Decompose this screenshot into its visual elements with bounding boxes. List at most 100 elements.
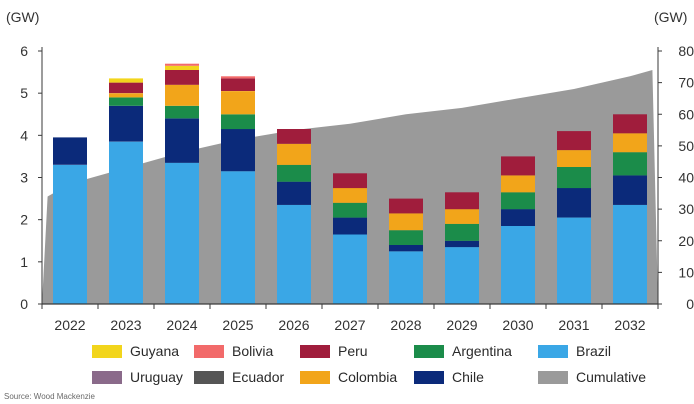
legend-item-cumulative: Cumulative	[538, 368, 646, 386]
legend-item-peru: Peru	[300, 342, 368, 360]
bar-segment-peru-2028	[389, 198, 423, 214]
bar-segment-chile-2028	[389, 245, 423, 252]
bar-segment-chile-2025	[221, 129, 255, 172]
legend-item-colombia: Colombia	[300, 368, 397, 386]
bar-segment-brazil-2029	[445, 247, 479, 304]
bar-segment-peru-2029	[445, 192, 479, 210]
bar-segment-brazil-2027	[333, 234, 367, 304]
bar-segment-brazil-2025	[221, 171, 255, 304]
legend-item-argentina: Argentina	[414, 342, 512, 360]
bar-segment-chile-2024	[165, 118, 199, 163]
legend-swatch-colombia	[300, 370, 330, 384]
bar-segment-brazil-2032	[613, 204, 647, 304]
bar-segment-colombia-2030	[501, 175, 535, 193]
bar-segment-chile-2023	[109, 105, 143, 142]
bar-segment-bolivia-2024	[165, 63, 199, 66]
right-tick-label-40: 40	[678, 170, 694, 186]
bar-segment-peru-2027	[333, 173, 367, 189]
legend-swatch-peru	[300, 344, 330, 358]
right-tick-label-60: 60	[678, 106, 694, 122]
bar-segment-brazil-2028	[389, 251, 423, 304]
right-axis-unit: (GW)	[654, 9, 687, 25]
x-tick-label-2025: 2025	[222, 317, 253, 333]
legend-label-chile: Chile	[452, 369, 484, 385]
bar-segment-peru-2031	[557, 131, 591, 151]
legend: Guyana Bolivia Peru Argentina Brazil Uru…	[92, 336, 682, 396]
bar-segment-peru-2024	[165, 70, 199, 85]
bar-segment-brazil-2030	[501, 226, 535, 304]
legend-swatch-ecuador	[194, 370, 224, 384]
legend-swatch-guyana	[92, 344, 122, 358]
bar-segment-argentina-2027	[333, 202, 367, 218]
legend-label-cumulative: Cumulative	[576, 369, 647, 385]
bar-segment-peru-2026	[277, 129, 311, 144]
legend-label-ecuador: Ecuador	[232, 369, 285, 385]
right-tick-label-0: 0	[686, 296, 694, 312]
bar-segment-chile-2030	[501, 209, 535, 226]
bar-segment-chile-2026	[277, 181, 311, 205]
legend-label-colombia: Colombia	[338, 369, 398, 385]
bar-segment-argentina-2024	[165, 105, 199, 119]
source-note: Source: Wood Mackenzie	[4, 392, 96, 401]
legend-item-ecuador: Ecuador	[194, 368, 284, 386]
left-tick-label-5: 5	[20, 85, 28, 101]
legend-item-guyana: Guyana	[92, 342, 179, 360]
bar-segment-peru-2023	[109, 82, 143, 94]
bar-segment-colombia-2027	[333, 188, 367, 203]
legend-item-brazil: Brazil	[538, 342, 611, 360]
legend-label-brazil: Brazil	[576, 343, 612, 359]
left-tick-label-1: 1	[20, 254, 28, 270]
right-tick-label-30: 30	[678, 201, 694, 217]
bar-segment-chile-2032	[613, 175, 647, 205]
left-tick-label-2: 2	[20, 212, 28, 228]
bar-segment-brazil-2022	[53, 164, 87, 304]
x-tick-label-2027: 2027	[334, 317, 365, 333]
bar-segment-guyana-2023	[109, 78, 143, 83]
bar-segment-chile-2031	[557, 188, 591, 218]
x-tick-label-2028: 2028	[390, 317, 421, 333]
x-tick-label-2024: 2024	[166, 317, 197, 333]
bar-segment-colombia-2028	[389, 213, 423, 231]
bar-segment-argentina-2025	[221, 114, 255, 130]
x-tick-label-2026: 2026	[278, 317, 309, 333]
right-tick-label-70: 70	[678, 75, 694, 91]
bar-segment-peru-2025	[221, 78, 255, 91]
legend-swatch-chile	[414, 370, 444, 384]
bar-segment-argentina-2026	[277, 164, 311, 182]
bar-segment-colombia-2023	[109, 93, 143, 98]
bar-segment-bolivia-2025	[221, 76, 255, 79]
bar-segment-chile-2022	[53, 137, 87, 165]
legend-item-chile: Chile	[414, 368, 484, 386]
bar-segment-colombia-2032	[613, 133, 647, 153]
bar-segment-argentina-2029	[445, 223, 479, 241]
x-tick-label-2031: 2031	[558, 317, 589, 333]
x-tick-label-2032: 2032	[614, 317, 645, 333]
bar-layer	[53, 63, 647, 304]
bar-segment-argentina-2030	[501, 192, 535, 210]
legend-label-argentina: Argentina	[452, 343, 512, 359]
right-tick-label-10: 10	[678, 264, 694, 280]
right-tick-label-50: 50	[678, 138, 694, 154]
right-tick-label-80: 80	[678, 43, 694, 59]
bar-segment-argentina-2023	[109, 97, 143, 106]
bar-segment-colombia-2031	[557, 150, 591, 167]
x-tick-label-2022: 2022	[54, 317, 85, 333]
bar-segment-colombia-2025	[221, 91, 255, 115]
legend-label-bolivia: Bolivia	[232, 343, 274, 359]
bar-segment-chile-2027	[333, 217, 367, 235]
x-tick-label-2029: 2029	[446, 317, 477, 333]
legend-swatch-uruguay	[92, 370, 122, 384]
bar-segment-argentina-2028	[389, 230, 423, 245]
bar-segment-brazil-2023	[109, 141, 143, 304]
legend-label-peru: Peru	[338, 343, 368, 359]
bar-segment-brazil-2026	[277, 204, 311, 304]
bar-segment-guyana-2024	[165, 65, 199, 70]
legend-label-uruguay: Uruguay	[130, 369, 183, 385]
legend-swatch-bolivia	[194, 344, 224, 358]
legend-item-uruguay: Uruguay	[92, 368, 183, 386]
left-tick-label-3: 3	[20, 170, 28, 186]
x-tick-label-2023: 2023	[110, 317, 141, 333]
left-tick-label-0: 0	[20, 296, 28, 312]
